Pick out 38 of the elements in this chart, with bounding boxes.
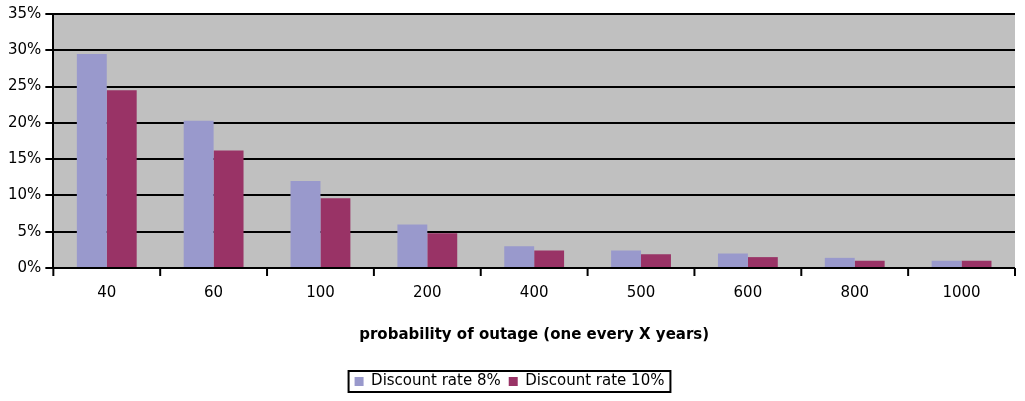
x-tick-label: 800	[840, 282, 870, 301]
x-tick-label: 600	[733, 282, 763, 301]
bar	[397, 224, 428, 267]
bar	[534, 250, 565, 267]
y-tick-label: 25%	[8, 76, 42, 95]
legend-label: Discount rate 10%	[525, 371, 665, 390]
y-tick-label: 30%	[8, 40, 42, 59]
y-tick-label: 20%	[8, 112, 42, 131]
y-tick-label: 15%	[8, 149, 42, 168]
bar	[427, 233, 458, 267]
bar	[290, 180, 321, 267]
bar	[76, 53, 107, 267]
bar	[961, 260, 992, 267]
x-tick-label: 1000	[942, 282, 981, 301]
bar	[504, 246, 535, 267]
bar	[320, 198, 351, 267]
y-tick-label: 0%	[17, 257, 42, 276]
bar	[106, 90, 137, 267]
bar	[747, 257, 778, 267]
bar	[717, 253, 748, 267]
x-tick-label: 200	[413, 282, 442, 301]
bar	[183, 120, 214, 267]
x-tick-label: 40	[97, 282, 117, 301]
bar	[931, 260, 962, 267]
bar	[213, 150, 244, 267]
bar	[824, 257, 855, 267]
bar	[854, 260, 885, 267]
x-tick-label: 500	[626, 282, 656, 301]
y-tick-label: 35%	[8, 3, 42, 22]
legend-label: Discount rate 8%	[371, 371, 501, 390]
y-tick-label: 10%	[8, 185, 42, 204]
bar	[611, 250, 642, 267]
x-tick-label: 60	[204, 282, 224, 301]
bar	[641, 254, 671, 267]
x-tick-label: 100	[306, 282, 335, 301]
y-tick-label: 5%	[17, 221, 42, 240]
x-tick-label: 400	[519, 282, 549, 301]
x-axis-title: probability of outage (one every X years)	[359, 324, 710, 343]
